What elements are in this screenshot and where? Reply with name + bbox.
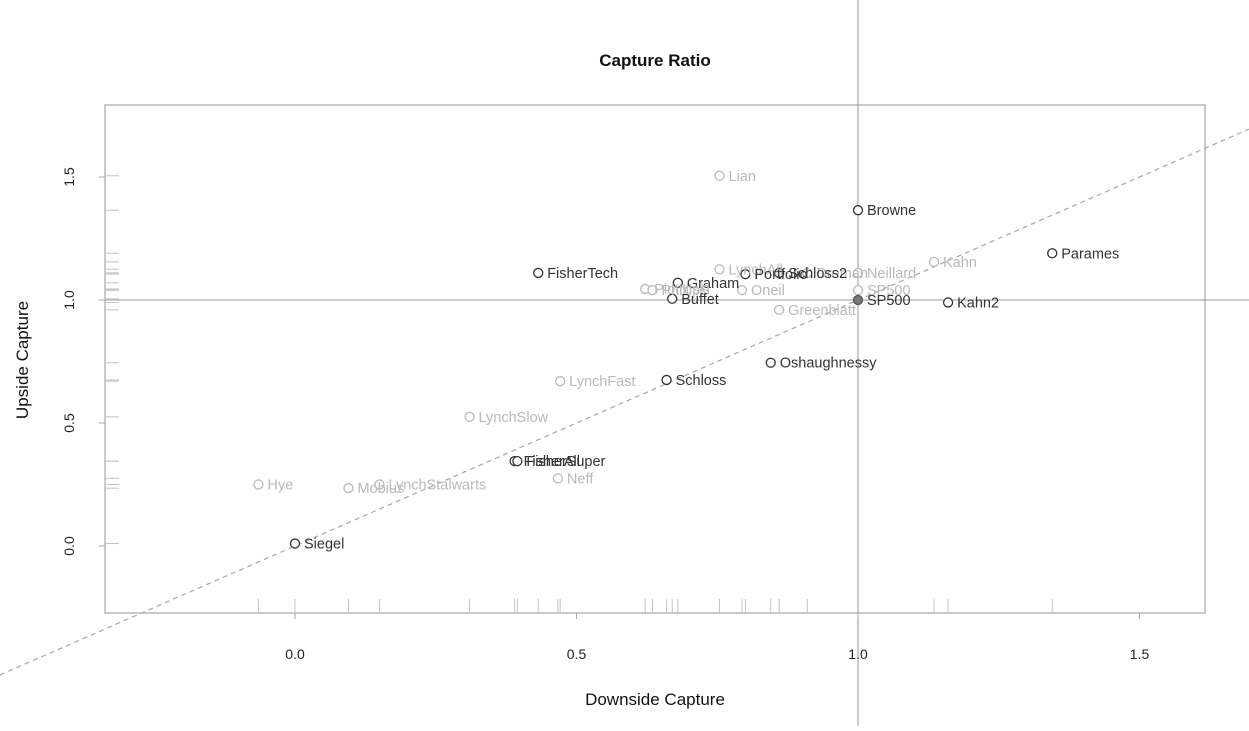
y-axis-label: Upside Capture (13, 301, 32, 419)
x-axis-label: Downside Capture (585, 690, 725, 709)
data-point (774, 304, 785, 315)
point-label: SP500 (867, 293, 911, 309)
data-point (852, 205, 864, 216)
data-point (555, 376, 566, 387)
data-point (942, 297, 954, 308)
point-label: Browne (867, 203, 916, 219)
point-label: Portfolio (754, 267, 807, 283)
data-point (714, 264, 725, 275)
data-point (774, 267, 785, 279)
x-tick-label: 0.0 (285, 646, 305, 662)
data-point (647, 285, 658, 296)
data-point (852, 294, 864, 306)
point-label: Buffet (681, 292, 719, 308)
plot-frame (104, 104, 1206, 614)
point-label: Lian (729, 169, 756, 185)
point-label: Kahn2 (957, 295, 999, 311)
point-label: Schloss2 (788, 266, 847, 282)
y-tick-label: 1.0 (61, 290, 77, 310)
data-point (343, 483, 354, 494)
point-label: LynchFast (569, 374, 635, 390)
data-point (512, 455, 523, 467)
y-tick-label: 1.5 (61, 167, 77, 187)
point-label: Dreman (816, 266, 868, 282)
data-point (289, 538, 301, 549)
y-tick-label: 0.5 (61, 413, 77, 433)
data-point (852, 285, 864, 296)
data-point (253, 479, 264, 490)
x-tick-label: 1.5 (1130, 646, 1150, 662)
point-label: Neff (567, 471, 594, 487)
data-point (765, 357, 776, 368)
point-label: Piotroski (654, 282, 710, 298)
point-label: SP500 (867, 283, 911, 299)
point-label: Neillard (867, 266, 916, 282)
data-point (802, 267, 813, 279)
y-tick-label: 0.0 (61, 536, 77, 556)
point-label: FisherSuper (526, 454, 605, 470)
point-label: Parames (1061, 246, 1119, 262)
point-label: Oneil (751, 283, 785, 299)
point-label: Graham (687, 276, 739, 292)
point-label: Schloss (676, 373, 727, 389)
point-label: Kahn (943, 255, 977, 271)
reference-line-diagonal (0, 128, 1249, 676)
point-label: Hye (267, 478, 293, 494)
point-label: Oshaughnessy (780, 356, 877, 372)
data-point (928, 256, 940, 268)
data-point (736, 285, 748, 296)
data-point (672, 277, 683, 288)
point-label: Mobius (357, 481, 404, 497)
point-label: Greenblatt (788, 303, 856, 319)
data-point (740, 269, 751, 280)
data-point (852, 267, 864, 279)
chart-title: Capture Ratio (599, 51, 710, 70)
data-point (1047, 248, 1058, 259)
point-label: Siegel (304, 537, 344, 553)
x-tick-label: 0.5 (567, 646, 587, 662)
data-point (714, 170, 725, 181)
x-tick-label: 1.0 (848, 646, 868, 662)
point-label: FisherTech (547, 266, 618, 282)
point-label: LynchStalwarts (388, 478, 486, 494)
point-label: FisherAll (524, 454, 580, 470)
point-label: LynchSlow (479, 410, 549, 426)
point-label: LynchAll (729, 262, 783, 278)
point-label: PhillipS (662, 283, 710, 299)
data-point (533, 267, 544, 279)
data-point (667, 293, 678, 304)
data-point (464, 411, 475, 423)
data-point (552, 473, 564, 484)
data-point (374, 479, 385, 490)
data-point (661, 374, 672, 386)
